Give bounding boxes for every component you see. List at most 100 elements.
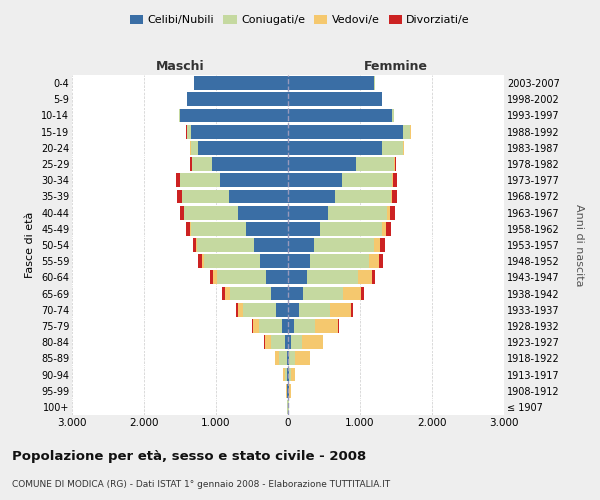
- Bar: [338, 319, 340, 333]
- Bar: [288, 141, 382, 154]
- Bar: [295, 352, 310, 365]
- Bar: [238, 206, 288, 220]
- Bar: [380, 238, 385, 252]
- Bar: [288, 286, 303, 300]
- Bar: [285, 368, 287, 382]
- Bar: [180, 174, 220, 187]
- Bar: [238, 303, 244, 316]
- Bar: [287, 384, 288, 398]
- Bar: [288, 270, 307, 284]
- Bar: [212, 157, 288, 171]
- Bar: [246, 222, 288, 235]
- Bar: [187, 125, 191, 138]
- Bar: [335, 190, 391, 203]
- Bar: [190, 222, 191, 235]
- Bar: [198, 254, 202, 268]
- Bar: [198, 141, 288, 154]
- Bar: [276, 303, 288, 316]
- Bar: [352, 303, 353, 316]
- Bar: [291, 336, 302, 349]
- Bar: [303, 286, 343, 300]
- Bar: [288, 222, 320, 235]
- Bar: [393, 174, 397, 187]
- Bar: [386, 222, 391, 235]
- Bar: [382, 222, 386, 235]
- Bar: [361, 286, 364, 300]
- Bar: [288, 76, 374, 90]
- Bar: [224, 286, 230, 300]
- Bar: [251, 319, 253, 333]
- Bar: [191, 125, 288, 138]
- Bar: [223, 286, 224, 300]
- Bar: [374, 238, 380, 252]
- Bar: [202, 254, 204, 268]
- Bar: [179, 206, 184, 220]
- Bar: [291, 368, 295, 382]
- Bar: [294, 319, 314, 333]
- Bar: [275, 352, 280, 365]
- Bar: [193, 238, 196, 252]
- Bar: [288, 303, 299, 316]
- Bar: [264, 336, 265, 349]
- Bar: [180, 108, 288, 122]
- Bar: [282, 319, 288, 333]
- Bar: [285, 336, 288, 349]
- Bar: [178, 190, 182, 203]
- Bar: [288, 254, 310, 268]
- Bar: [254, 238, 288, 252]
- Bar: [403, 125, 410, 138]
- Bar: [356, 157, 394, 171]
- Bar: [320, 222, 382, 235]
- Bar: [187, 92, 288, 106]
- Bar: [229, 190, 288, 203]
- Bar: [342, 174, 392, 187]
- Bar: [191, 141, 198, 154]
- Bar: [314, 238, 374, 252]
- Bar: [176, 174, 179, 187]
- Bar: [288, 108, 392, 122]
- Bar: [192, 157, 212, 171]
- Bar: [194, 76, 288, 90]
- Bar: [287, 352, 288, 365]
- Bar: [217, 270, 266, 284]
- Bar: [392, 108, 394, 122]
- Bar: [372, 270, 376, 284]
- Bar: [328, 206, 388, 220]
- Bar: [283, 368, 285, 382]
- Bar: [260, 254, 288, 268]
- Bar: [253, 319, 259, 333]
- Bar: [271, 336, 285, 349]
- Bar: [271, 286, 288, 300]
- Bar: [310, 254, 370, 268]
- Bar: [307, 270, 358, 284]
- Bar: [265, 336, 271, 349]
- Bar: [190, 157, 192, 171]
- Bar: [289, 352, 295, 365]
- Text: COMUNE DI MODICA (RG) - Dati ISTAT 1° gennaio 2008 - Elaborazione TUTTITALIA.IT: COMUNE DI MODICA (RG) - Dati ISTAT 1° ge…: [12, 480, 390, 489]
- Bar: [288, 319, 294, 333]
- Bar: [191, 222, 246, 235]
- Bar: [390, 206, 395, 220]
- Legend: Celibi/Nubili, Coniugati/e, Vedovi/e, Divorziati/e: Celibi/Nubili, Coniugati/e, Vedovi/e, Di…: [125, 10, 475, 30]
- Bar: [197, 238, 254, 252]
- Bar: [288, 352, 289, 365]
- Bar: [391, 190, 392, 203]
- Bar: [288, 384, 289, 398]
- Bar: [288, 157, 356, 171]
- Bar: [220, 174, 288, 187]
- Text: Maschi: Maschi: [155, 60, 205, 72]
- Bar: [288, 238, 314, 252]
- Bar: [288, 190, 335, 203]
- Y-axis label: Fasce di età: Fasce di età: [25, 212, 35, 278]
- Bar: [204, 254, 260, 268]
- Bar: [186, 222, 190, 235]
- Bar: [210, 270, 213, 284]
- Bar: [382, 141, 403, 154]
- Bar: [358, 270, 372, 284]
- Bar: [392, 174, 393, 187]
- Bar: [266, 270, 288, 284]
- Bar: [343, 286, 361, 300]
- Bar: [182, 190, 229, 203]
- Bar: [288, 174, 342, 187]
- Bar: [236, 303, 238, 316]
